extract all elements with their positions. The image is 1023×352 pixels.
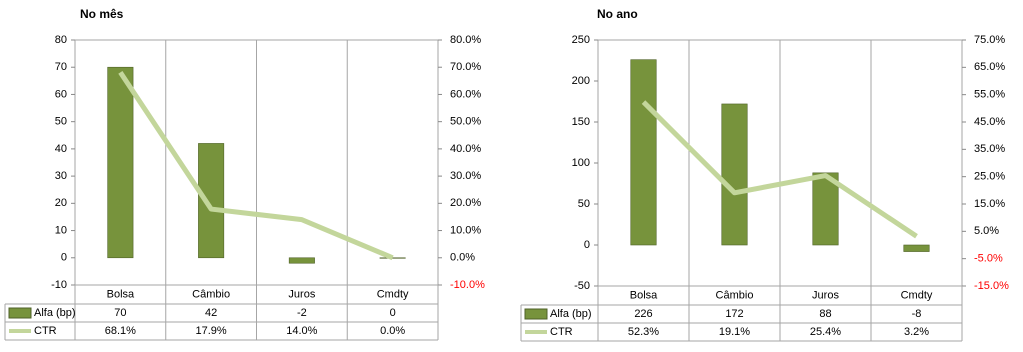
ctr-line	[118, 71, 394, 261]
table-value: 25.4%	[810, 326, 841, 338]
y-tick-label: 250	[572, 34, 590, 46]
chart-title: No ano	[597, 7, 638, 21]
bar	[198, 143, 225, 259]
bar	[721, 103, 748, 246]
y2-tick-label: 20.0%	[450, 197, 481, 209]
y2-tick-label: 75.0%	[974, 34, 1005, 46]
y2-tick-label: 10.0%	[450, 224, 481, 236]
y2-tick-label: 55.0%	[974, 89, 1005, 101]
legend-label: Alfa (bp)	[550, 308, 592, 320]
chart-title: No mês	[80, 7, 124, 21]
y2-tick-label: 30.0%	[450, 170, 481, 182]
category-label: Câmbio	[716, 289, 754, 301]
y2-tick-label: 65.0%	[974, 61, 1005, 73]
y-tick-label: 60	[55, 88, 67, 100]
y2-tick-label: -5.0%	[974, 253, 1003, 265]
y2-tick-label: 35.0%	[974, 143, 1005, 155]
y-tick-label: 150	[572, 116, 590, 128]
category-label: Juros	[812, 289, 839, 301]
y-tick-label: 200	[572, 75, 590, 87]
legend-swatch	[8, 307, 32, 319]
legend-label: Alfa (bp)	[34, 307, 76, 319]
legend-label: CTR	[550, 326, 573, 338]
y2-tick-label: -10.0%	[450, 279, 485, 291]
category-label: Bolsa	[107, 288, 135, 300]
table-value: 0.0%	[380, 325, 405, 337]
table-value: 19.1%	[719, 326, 750, 338]
y-tick-label: 80	[55, 34, 67, 46]
y-tick-label: 0	[584, 239, 590, 251]
y2-tick-label: 0.0%	[450, 252, 475, 264]
y-tick-label: 30	[55, 170, 67, 182]
table-value: 172	[725, 308, 743, 320]
table-value: 42	[205, 307, 217, 319]
table-value: 68.1%	[105, 325, 136, 337]
bar	[630, 59, 657, 246]
y-tick-label: 50	[578, 198, 590, 210]
category-label: Câmbio	[192, 288, 230, 300]
y-tick-label: 100	[572, 157, 590, 169]
table-value: 17.9%	[196, 325, 227, 337]
y-tick-label: 0	[61, 252, 67, 264]
bar	[812, 172, 839, 246]
y2-tick-label: 25.0%	[974, 171, 1005, 183]
ctr-line	[641, 100, 918, 239]
y2-tick-label: -15.0%	[974, 280, 1009, 292]
y2-tick-label: 45.0%	[974, 116, 1005, 128]
table-value: -2	[297, 307, 307, 319]
y-tick-label: 10	[55, 224, 67, 236]
y2-tick-label: 50.0%	[450, 116, 481, 128]
category-label: Cmdty	[901, 289, 933, 301]
bar	[379, 257, 406, 259]
y-tick-label: 50	[55, 116, 67, 128]
table-value: 70	[114, 307, 126, 319]
y2-tick-label: 40.0%	[450, 143, 481, 155]
category-label: Juros	[288, 288, 315, 300]
bar	[903, 244, 930, 252]
table-value: 14.0%	[286, 325, 317, 337]
y-tick-label: 40	[55, 143, 67, 155]
y2-tick-label: 70.0%	[450, 61, 481, 73]
y2-tick-label: 60.0%	[450, 88, 481, 100]
y2-tick-label: 15.0%	[974, 198, 1005, 210]
table-value: 3.2%	[904, 326, 929, 338]
y-tick-label: -50	[574, 280, 590, 292]
table-value: 226	[634, 308, 652, 320]
table-value: 88	[819, 308, 831, 320]
legend-swatch	[524, 308, 548, 320]
table-value: -8	[912, 308, 922, 320]
legend-label: CTR	[34, 325, 57, 337]
category-label: Bolsa	[630, 289, 658, 301]
table-value: 0	[390, 307, 396, 319]
y2-tick-label: 80.0%	[450, 34, 481, 46]
table-value: 52.3%	[628, 326, 659, 338]
y-tick-label: -10	[51, 279, 67, 291]
y-tick-label: 20	[55, 197, 67, 209]
y2-tick-label: 5.0%	[974, 225, 999, 237]
bar	[288, 257, 315, 264]
category-label: Cmdty	[377, 288, 409, 300]
bar	[107, 66, 134, 259]
y-tick-label: 70	[55, 61, 67, 73]
